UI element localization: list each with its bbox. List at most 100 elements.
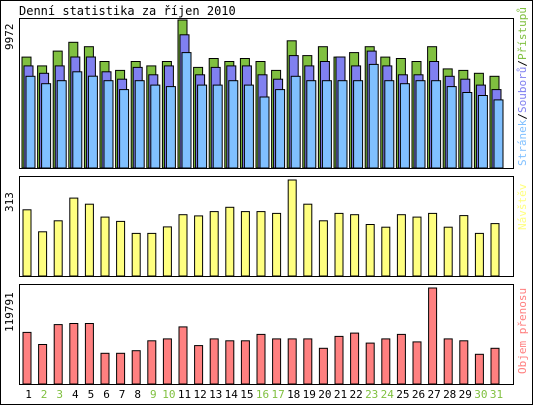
bar-visits [412,216,422,277]
day-label: 27 [427,388,440,401]
bar-visits [490,223,500,277]
day-label: 9 [150,388,157,401]
bar-pages [165,86,176,169]
bar-volume [396,333,406,385]
day-label: 13 [209,388,222,401]
bar-visits [178,214,188,277]
day-label: 7 [119,388,126,401]
bar-volume [178,326,188,385]
bar-visits [100,216,110,277]
bars-layer [21,19,504,385]
bar-pages [181,52,192,169]
bar-visits [256,211,266,277]
legend-separator-1: / [516,113,529,120]
bar-pages [41,83,52,169]
bar-visits [381,226,391,277]
legend-separator-2: / [516,60,529,67]
bar-visits [474,232,484,277]
day-label: 1 [25,388,32,401]
bar-visits [287,179,297,277]
legend-hits: Přístupů [516,7,529,60]
bar-visits [194,215,204,277]
x-axis-labels: 1 2 3 4 5 6 7 8 9 10 11 12 13 14 15 16 17 18 19 20 21 22 23 24 2… [25,388,503,401]
bar-volume [194,345,204,385]
day-label: 25 [396,388,409,401]
day-label: 22 [349,388,362,401]
bar-pages [431,80,442,169]
bar-volume [131,350,141,385]
day-label: 20 [318,388,331,401]
bar-visits [131,232,141,277]
day-label: 17 [271,388,284,401]
bar-visits [428,212,438,277]
max-label-middle: 313 [3,192,16,212]
bar-volume [256,333,266,385]
bar-pages [72,71,83,169]
day-label: 23 [365,388,378,401]
day-label: 11 [178,388,191,401]
day-label: 29 [459,388,472,401]
day-label: 18 [287,388,300,401]
bar-volume [412,341,422,385]
day-label: 4 [72,388,79,401]
bar-pages [103,80,114,169]
day-label: 19 [303,388,316,401]
day-label: 3 [56,388,63,401]
bar-pages [150,84,161,169]
bar-volume [428,287,438,385]
bar-volume [22,331,32,385]
bar-pages [25,75,36,169]
bar-pages [321,80,332,169]
bar-visits [318,220,328,277]
bar-pages [446,86,457,169]
day-label: 30 [474,388,487,401]
bar-volume [162,338,172,385]
bar-visits [38,231,48,277]
bar-volume [474,353,484,385]
legend-visits: Návštěv [516,183,529,230]
bar-pages [462,92,473,169]
bar-visits [162,226,172,277]
bar-pages [384,80,395,169]
bar-pages [399,83,410,169]
bar-visits [147,232,157,277]
bar-pages [477,95,488,169]
legend-volume: Objem přenosu [516,288,529,374]
day-label: 5 [88,388,95,401]
day-label: 21 [334,388,347,401]
bar-visits [334,212,344,277]
bar-volume [381,338,391,385]
bar-volume [443,338,453,385]
legend-pages: Stránek [516,119,529,166]
bar-pages [493,99,504,169]
day-label: 14 [225,388,239,401]
bar-visits [225,206,235,277]
chart-title: Denní statistika za říjen 2010 [19,4,236,18]
day-label: 10 [162,388,175,401]
day-label: 15 [240,388,253,401]
bar-volume [240,340,250,385]
bar-volume [69,323,79,385]
bar-pages [259,96,270,169]
bar-visits [22,209,32,277]
bar-visits [443,226,453,277]
bar-pages [197,84,208,169]
bar-visits [53,220,63,277]
bar-pages [119,89,130,169]
day-label: 24 [381,388,395,401]
bar-pages [212,84,223,169]
bar-volume [365,342,375,385]
day-label: 12 [193,388,206,401]
bar-visits [116,220,126,277]
bar-pages [56,80,67,169]
bar-volume [116,352,126,385]
bar-visits [240,211,250,277]
bar-volume [459,340,469,385]
legend-files: Souborů [516,67,529,113]
bar-volume [53,324,63,385]
bar-visits [396,214,406,277]
bar-volume [303,338,313,385]
day-label: 6 [103,388,110,401]
max-label-top: 9972 [3,24,16,51]
